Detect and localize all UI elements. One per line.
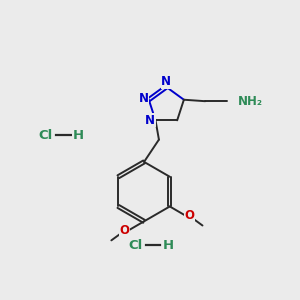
- Text: Cl: Cl: [128, 238, 142, 252]
- Text: N: N: [139, 92, 148, 105]
- Text: O: O: [185, 209, 195, 223]
- Text: H: H: [73, 129, 84, 142]
- Text: O: O: [119, 224, 129, 237]
- Text: NH₂: NH₂: [238, 95, 263, 108]
- Text: H: H: [162, 238, 173, 252]
- Text: N: N: [161, 75, 171, 88]
- Text: Cl: Cl: [39, 129, 53, 142]
- Text: N: N: [145, 114, 155, 127]
